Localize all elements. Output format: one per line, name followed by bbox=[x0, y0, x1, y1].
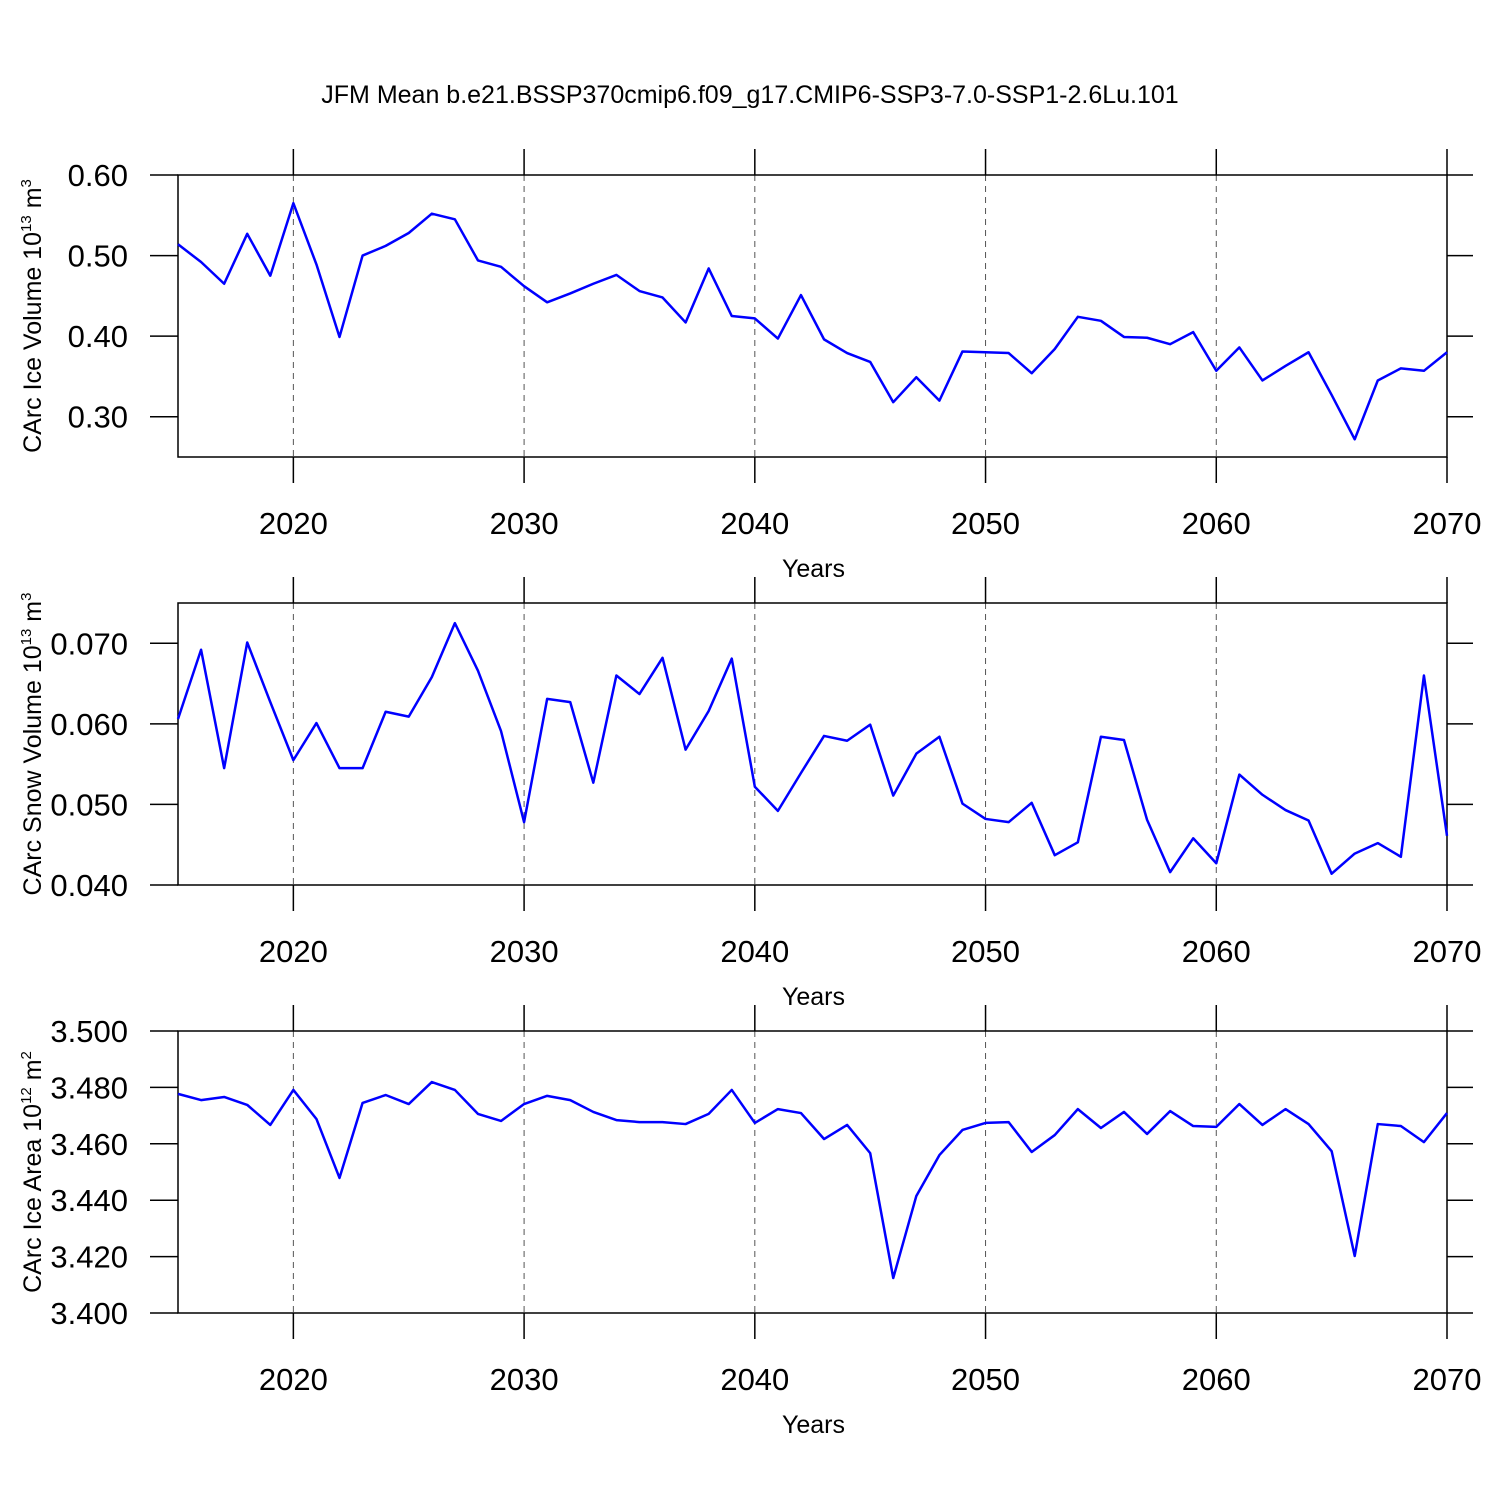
y-axis-label-part: CArc Snow Volume 10 bbox=[19, 645, 47, 895]
y-axis-label: CArc Ice Area 1012 m2 bbox=[18, 1051, 47, 1293]
x-tick-label: 2060 bbox=[1182, 506, 1251, 541]
x-tick-label: 2050 bbox=[951, 506, 1020, 541]
data-line bbox=[177, 1080, 1448, 1280]
y-tick-label: 0.050 bbox=[50, 787, 128, 822]
x-tick-label: 2020 bbox=[259, 1362, 328, 1397]
x-tick-label: 2070 bbox=[1413, 506, 1482, 541]
y-axis-label-part: CArc Ice Volume 10 bbox=[19, 232, 47, 453]
x-tick-label: 2040 bbox=[720, 1362, 789, 1397]
x-tick-label: 2030 bbox=[490, 1362, 559, 1397]
x-axis-label: Years bbox=[782, 983, 845, 1011]
y-axis-label-part: m bbox=[19, 601, 47, 629]
y-axis-label-part: m bbox=[19, 1059, 47, 1087]
y-tick-label: 0.060 bbox=[50, 707, 128, 742]
chart-title: JFM Mean b.e21.BSSP370cmip6.f09_g17.CMIP… bbox=[321, 81, 1178, 109]
data-line bbox=[176, 621, 1449, 875]
x-tick-label: 2070 bbox=[1413, 1362, 1482, 1397]
y-tick-label: 3.480 bbox=[50, 1070, 128, 1105]
y-axis-label: CArc Ice Volume 1013 m3 bbox=[18, 179, 47, 453]
x-tick-label: 2020 bbox=[259, 506, 328, 541]
y-tick-label: 0.60 bbox=[68, 158, 128, 193]
y-tick-label: 3.440 bbox=[50, 1183, 128, 1218]
x-tick-label: 2030 bbox=[490, 506, 559, 541]
x-tick-label: 2040 bbox=[720, 934, 789, 969]
y-tick-label: 3.500 bbox=[50, 1014, 128, 1049]
y-tick-label: 3.400 bbox=[50, 1296, 128, 1331]
y-tick-label: 0.040 bbox=[50, 868, 128, 903]
plot-frame bbox=[177, 1030, 1448, 1314]
x-axis-label: Years bbox=[782, 1411, 845, 1439]
y-tick-label: 3.460 bbox=[50, 1127, 128, 1162]
y-axis-label-superscript: 13 bbox=[18, 215, 35, 232]
x-tick-label: 2050 bbox=[951, 1362, 1020, 1397]
y-tick-label: 0.30 bbox=[68, 400, 128, 435]
x-tick-label: 2030 bbox=[490, 934, 559, 969]
x-tick-label: 2020 bbox=[259, 934, 328, 969]
y-axis-label-superscript: 12 bbox=[18, 1087, 35, 1104]
y-axis-label-superscript: 3 bbox=[18, 593, 35, 601]
plot-frame bbox=[177, 602, 1448, 886]
y-axis-label-superscript: 13 bbox=[18, 629, 35, 646]
y-tick-label: 0.40 bbox=[68, 319, 128, 354]
x-tick-label: 2050 bbox=[951, 934, 1020, 969]
x-tick-label: 2040 bbox=[720, 506, 789, 541]
y-tick-label: 3.420 bbox=[50, 1240, 128, 1275]
x-tick-label: 2060 bbox=[1182, 934, 1251, 969]
y-axis-label-superscript: 2 bbox=[18, 1051, 35, 1059]
x-tick-label: 2060 bbox=[1182, 1362, 1251, 1397]
y-axis-label-part: CArc Ice Area 10 bbox=[19, 1104, 47, 1293]
y-axis-label-part: m bbox=[19, 187, 47, 215]
y-axis-label-superscript: 3 bbox=[18, 179, 35, 187]
y-tick-label: 0.070 bbox=[50, 626, 128, 661]
y-axis-label: CArc Snow Volume 1013 m3 bbox=[18, 593, 47, 896]
x-tick-label: 2070 bbox=[1413, 934, 1482, 969]
data-line bbox=[177, 201, 1448, 441]
y-tick-label: 0.50 bbox=[68, 239, 128, 274]
x-axis-label: Years bbox=[782, 555, 845, 583]
plot-frame bbox=[177, 174, 1448, 458]
